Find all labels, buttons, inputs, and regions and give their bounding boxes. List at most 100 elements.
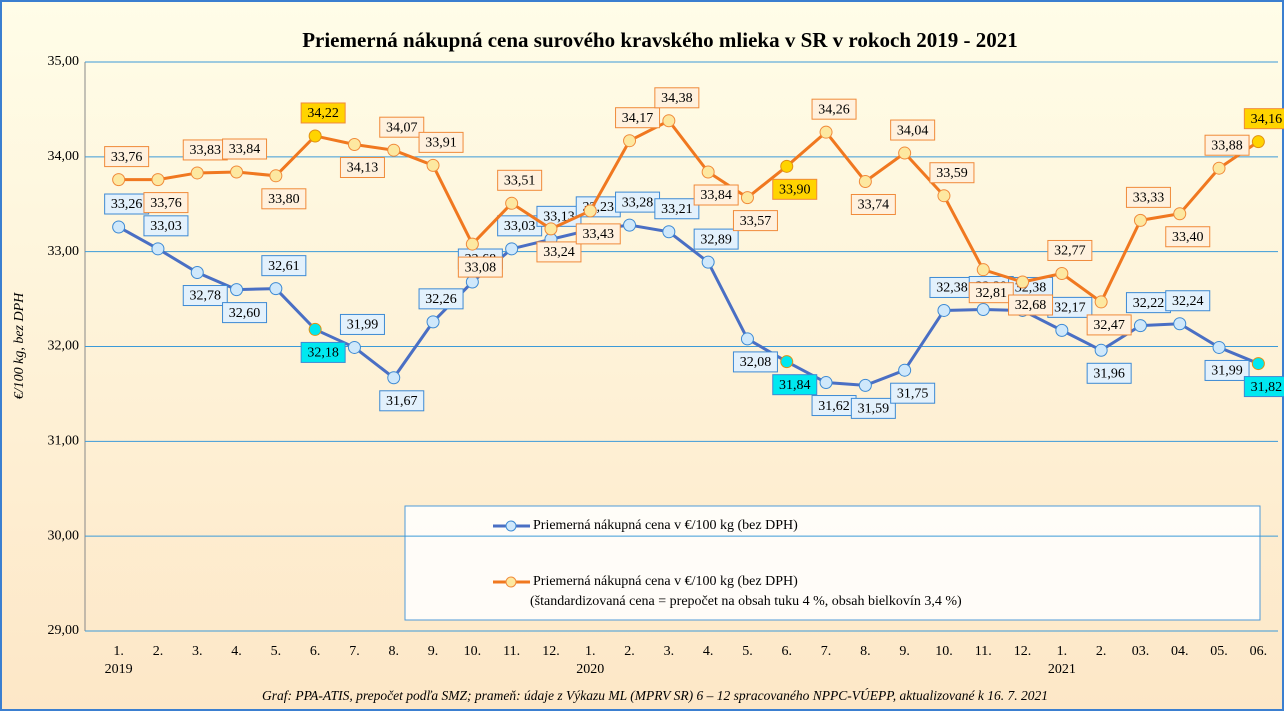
data-label-box [1165, 226, 1211, 248]
x-tick-label: 10. [935, 644, 953, 659]
marker [898, 146, 912, 160]
data-label-box [811, 98, 857, 120]
data-label-box [339, 313, 385, 335]
data-label: 33,24 [543, 245, 575, 260]
marker [701, 165, 715, 179]
data-label-box [890, 119, 936, 141]
x-tick-label: 1. [113, 644, 124, 659]
data-label-box [1086, 362, 1132, 384]
data-label: 31,99 [1211, 364, 1243, 379]
x-tick-label: 8. [860, 644, 871, 659]
x-group-label: 2021 [1048, 662, 1076, 677]
marker [151, 173, 165, 187]
legend-marker [505, 576, 517, 588]
x-tick-label: 9. [428, 644, 439, 659]
data-label: 33,08 [465, 260, 497, 275]
x-tick-label: 5. [271, 644, 282, 659]
data-label: 34,16 [1251, 112, 1283, 127]
data-label-box [222, 138, 268, 160]
y-tick-label: 33,00 [48, 244, 80, 259]
data-label: 33,83 [190, 143, 222, 158]
x-tick-label: 4. [703, 644, 714, 659]
data-label-box [732, 351, 778, 373]
marker [858, 174, 872, 188]
source: Graf: PPA-ATIS, prepočet podľa SMZ; pram… [262, 688, 1048, 703]
data-label-box [929, 162, 975, 184]
data-label: 32,77 [1054, 244, 1086, 259]
data-label-box [418, 131, 464, 153]
marker [269, 282, 283, 296]
marker [1251, 135, 1265, 149]
data-label: 34,17 [622, 111, 654, 126]
marker [780, 159, 794, 173]
data-label: 33,57 [740, 214, 772, 229]
data-label: 33,59 [936, 166, 968, 181]
marker [740, 191, 754, 205]
data-label: 32,17 [1054, 301, 1086, 316]
data-label: 33,91 [425, 136, 457, 151]
x-tick-label: 4. [231, 644, 242, 659]
data-label: 31,82 [1251, 380, 1283, 395]
legend-label: Priemerná nákupná cena v €/100 kg (bez D… [533, 574, 798, 589]
marker [465, 275, 479, 289]
x-tick-label: 04. [1171, 644, 1189, 659]
marker [780, 355, 794, 369]
marker [151, 242, 165, 256]
data-label-box [143, 192, 189, 214]
data-label-box [497, 169, 543, 191]
x-tick-label: 7. [349, 644, 360, 659]
legend-marker [505, 520, 517, 532]
data-label-box [104, 146, 150, 168]
data-label: 34,07 [386, 120, 418, 135]
marker [819, 376, 833, 390]
data-label: 34,26 [818, 102, 850, 117]
data-label-box [457, 256, 503, 278]
data-label-box [732, 210, 778, 232]
data-label: 32,08 [740, 355, 772, 370]
data-label-box [1125, 186, 1171, 208]
marker [623, 218, 637, 232]
legend-note: (štandardizovaná cena = prepočet na obsa… [530, 594, 962, 609]
x-group-label: 2019 [105, 662, 133, 677]
x-tick-label: 12. [542, 644, 560, 659]
x-tick-label: 3. [664, 644, 675, 659]
marker [1212, 161, 1226, 175]
chart-title: Priemerná nákupná cena surového kravskéh… [302, 28, 1018, 52]
data-label: 32,47 [1093, 318, 1125, 333]
marker [230, 165, 244, 179]
x-tick-label: 2. [1096, 644, 1107, 659]
data-label: 33,26 [111, 197, 143, 212]
marker [112, 220, 126, 234]
data-label-box [339, 157, 385, 179]
legend-label: Priemerná nákupná cena v €/100 kg (bez D… [533, 518, 798, 533]
data-label-box [693, 228, 739, 250]
data-label-box [1165, 290, 1211, 312]
x-group-label: 2020 [576, 662, 604, 677]
x-tick-label: 1. [585, 644, 596, 659]
marker [583, 204, 597, 218]
x-tick-label: 11. [503, 644, 520, 659]
data-label: 32,22 [1133, 296, 1165, 311]
marker [544, 222, 558, 236]
x-tick-label: 11. [975, 644, 992, 659]
data-label: 31,96 [1093, 367, 1125, 382]
data-label: 32,24 [1172, 294, 1204, 309]
data-label: 33,03 [504, 219, 536, 234]
x-tick-label: 06. [1250, 644, 1268, 659]
marker [505, 242, 519, 256]
data-label-box [536, 241, 582, 263]
data-label-box [143, 215, 189, 237]
data-label: 31,99 [347, 318, 379, 333]
data-label: 33,84 [229, 142, 261, 157]
marker [858, 378, 872, 392]
marker [387, 371, 401, 385]
marker [937, 303, 951, 317]
marker [112, 173, 126, 187]
series-line [117, 223, 1259, 387]
marker [308, 129, 322, 143]
data-label: 33,76 [150, 196, 182, 211]
data-label: 33,13 [543, 210, 575, 225]
data-label-box [1086, 314, 1132, 336]
marker [1094, 295, 1108, 309]
